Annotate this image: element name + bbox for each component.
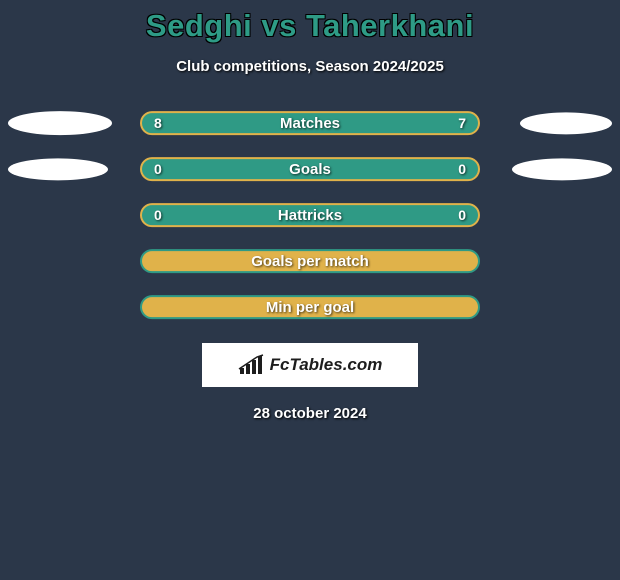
stat-bar: 0 Hattricks 0: [140, 203, 480, 227]
stat-row: Min per goal: [0, 287, 620, 333]
stat-bar: Goals per match: [140, 249, 480, 273]
left-ellipse: [8, 111, 112, 135]
stat-label: Goals per match: [251, 253, 369, 270]
stat-row: 0 Goals 0: [0, 149, 620, 195]
logo-box[interactable]: FcTables.com: [202, 343, 418, 387]
stat-right-value: 7: [458, 115, 466, 131]
subtitle: Club competitions, Season 2024/2025: [0, 58, 620, 75]
right-ellipse: [512, 158, 612, 180]
stat-label: Hattricks: [278, 207, 342, 224]
comparison-card: Sedghi vs Taherkhani Club competitions, …: [0, 0, 620, 580]
stat-label: Matches: [280, 115, 340, 132]
stat-bar: Min per goal: [140, 295, 480, 319]
stat-row: 0 Hattricks 0: [0, 195, 620, 241]
right-ellipse: [520, 112, 612, 134]
stat-left-value: 0: [154, 207, 162, 223]
stat-row: 8 Matches 7: [0, 103, 620, 149]
page-title: Sedghi vs Taherkhani: [0, 8, 620, 44]
stat-right-value: 0: [458, 207, 466, 223]
date-label: 28 october 2024: [0, 405, 620, 422]
stat-label: Goals: [289, 161, 331, 178]
stat-label: Min per goal: [266, 299, 354, 316]
stat-left-value: 8: [154, 115, 162, 131]
stat-right-value: 0: [458, 161, 466, 177]
stat-bar: 8 Matches 7: [140, 111, 480, 135]
bars-icon: [238, 354, 264, 376]
logo-text: FcTables.com: [270, 355, 383, 375]
stat-left-value: 0: [154, 161, 162, 177]
stat-rows: 8 Matches 7 0 Goals 0 0 Hattricks 0 Goals per mat…: [0, 103, 620, 333]
left-ellipse: [8, 158, 108, 180]
stat-bar: 0 Goals 0: [140, 157, 480, 181]
stat-row: Goals per match: [0, 241, 620, 287]
